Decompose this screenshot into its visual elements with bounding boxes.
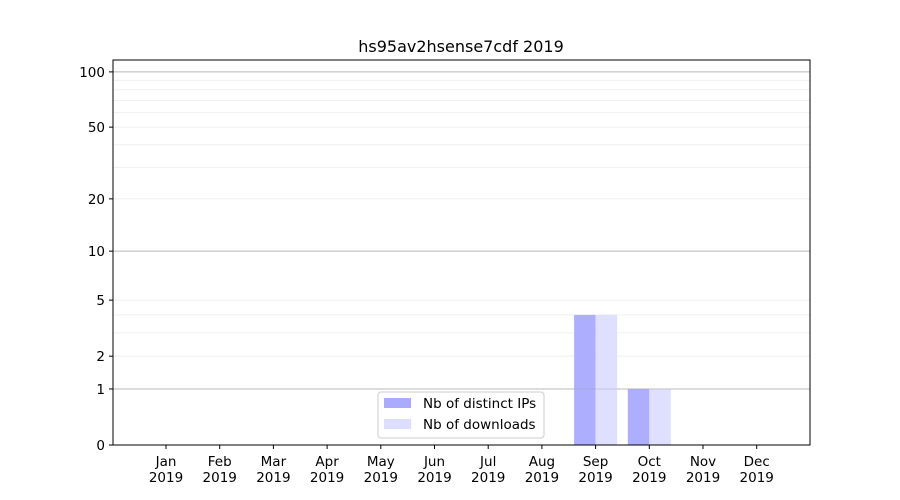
bar: [627, 388, 650, 445]
legend-label: Nb of distinct IPs: [423, 396, 536, 412]
y-tick-label: 10: [88, 244, 105, 260]
x-tick-label-month: Mar: [261, 454, 287, 470]
y-tick-label: 100: [79, 65, 105, 81]
chart-title: hs95av2hsense7cdf 2019: [358, 37, 564, 56]
x-tick-label-year: 2019: [310, 470, 344, 486]
bar: [574, 314, 596, 445]
x-tick-label-month: Jul: [479, 454, 496, 470]
x-tick-label-year: 2019: [578, 470, 612, 486]
x-tick-label-year: 2019: [417, 470, 451, 486]
x-tick-label-year: 2019: [364, 470, 398, 486]
x-tick-label-month: Sep: [583, 454, 608, 470]
x-tick-label-month: Jan: [155, 454, 177, 470]
x-tick-label-year: 2019: [525, 470, 559, 486]
x-tick-label-month: Aug: [529, 454, 555, 470]
bar: [595, 314, 618, 445]
x-tick-label-month: May: [367, 454, 395, 470]
legend-swatch: [384, 398, 411, 408]
x-tick-label-year: 2019: [740, 470, 774, 486]
x-tick-label-month: Apr: [315, 454, 339, 470]
x-tick-label-year: 2019: [203, 470, 237, 486]
legend-swatch: [384, 419, 411, 429]
x-tick-label-month: Nov: [690, 454, 716, 470]
x-tick-label-year: 2019: [686, 470, 720, 486]
legend: Nb of distinct IPs Nb of downloads: [377, 391, 545, 439]
y-tick-label: 50: [88, 120, 105, 136]
x-tick-label-year: 2019: [471, 470, 505, 486]
x-tick-label-year: 2019: [632, 470, 666, 486]
y-tick-label: 2: [96, 349, 105, 365]
x-tick-label-month: Feb: [208, 454, 232, 470]
bar: [649, 388, 671, 445]
legend-label: Nb of downloads: [423, 417, 536, 433]
x-tick-label-month: Dec: [744, 454, 770, 470]
y-tick-label: 20: [88, 192, 105, 208]
x-tick-label-year: 2019: [256, 470, 290, 486]
x-tick-label-month: Oct: [638, 454, 661, 470]
plot-frame: [112, 59, 811, 446]
y-tick-label: 1: [96, 382, 105, 398]
x-tick-label-year: 2019: [149, 470, 183, 486]
x-tick-label-month: Jun: [423, 454, 445, 470]
legend-box: [377, 391, 545, 439]
y-tick-label: 0: [96, 438, 105, 454]
y-tick-label: 5: [96, 293, 105, 309]
